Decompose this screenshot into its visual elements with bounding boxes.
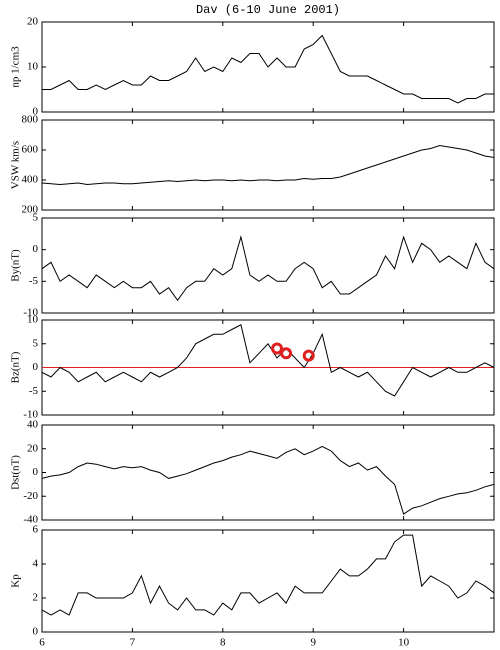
y-tick-label: 0 [33, 106, 39, 118]
y-tick-label: 10 [27, 314, 39, 326]
x-tick-label: 7 [130, 637, 136, 649]
y-tick-label: 5 [33, 212, 39, 224]
data-line [41, 235, 495, 302]
y-tick-label: 200 [22, 204, 39, 216]
y-tick-label: 6 [33, 524, 39, 536]
x-tick-label: 6 [39, 637, 45, 649]
y-tick-label: 800 [22, 114, 39, 126]
y-tick-label: -10 [23, 409, 38, 421]
y-tick-label: 20 [27, 16, 39, 28]
data-line [41, 534, 495, 616]
y-axis-label: Kp [10, 574, 22, 588]
x-tick-label: 9 [310, 637, 316, 649]
event-marker [271, 342, 284, 355]
data-line [41, 324, 495, 397]
event-marker [302, 349, 315, 362]
y-tick-label: 10 [27, 61, 39, 73]
y-tick-label: 4 [33, 558, 39, 570]
y-tick-label: 0 [33, 243, 39, 255]
event-marker [280, 347, 293, 360]
y-axis-label: VSW km/s [10, 141, 22, 189]
y-tick-label: 20 [27, 442, 39, 454]
y-tick-label: -40 [23, 514, 38, 526]
x-tick-label: 10 [398, 637, 410, 649]
y-axis-label: Bz(nT) [10, 351, 22, 383]
y-tick-label: 0 [33, 626, 39, 638]
y-tick-label: 600 [22, 144, 39, 156]
y-tick-label: 2 [33, 592, 39, 604]
data-line [41, 144, 495, 186]
y-axis-label: Dst(nT) [10, 455, 22, 490]
panel-frame [41, 217, 495, 314]
y-tick-label: -20 [23, 490, 38, 502]
y-tick-label: -5 [29, 385, 39, 397]
chart-title: Dav (6-10 June 2001) [196, 3, 340, 17]
data-line [41, 445, 495, 515]
y-tick-label: 0 [33, 361, 39, 373]
y-axis-label: By(nT) [10, 249, 22, 282]
panel-frame [41, 529, 495, 633]
x-tick-label: 8 [220, 637, 226, 649]
y-tick-label: 40 [27, 419, 39, 431]
y-tick-label: 400 [22, 174, 39, 186]
y-tick-label: -5 [29, 275, 39, 287]
data-line [42, 34, 494, 104]
y-tick-label: 5 [33, 337, 39, 349]
panel-frame [41, 119, 495, 211]
y-axis-label: np 1/cm3 [10, 46, 22, 88]
y-tick-label: -10 [23, 307, 38, 319]
y-tick-label: 0 [33, 466, 39, 478]
panel-frame [41, 424, 495, 521]
